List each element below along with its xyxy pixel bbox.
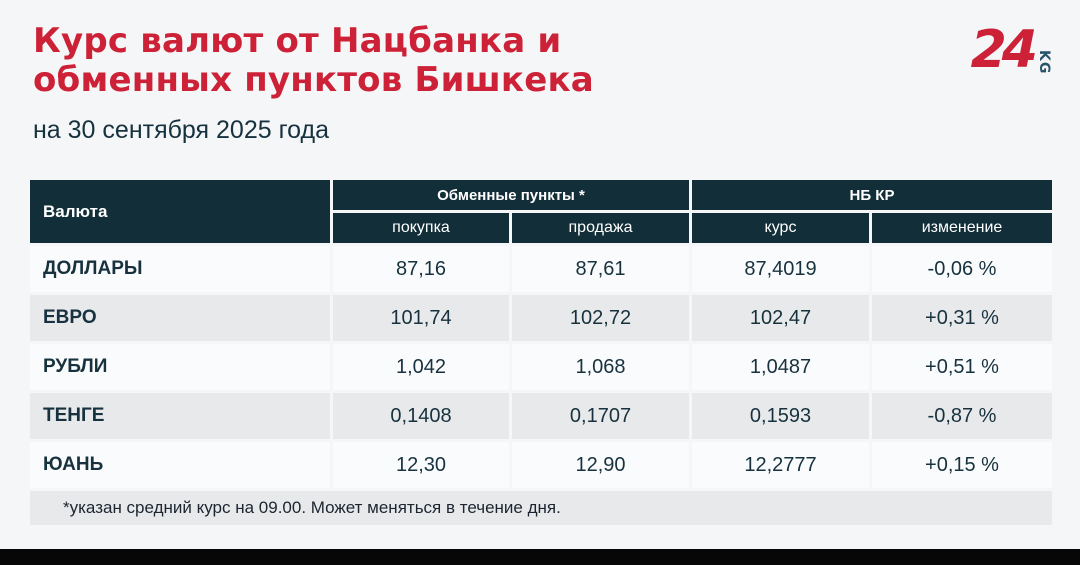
subheader-change: изменение [872, 213, 1052, 243]
table-row-dollars-rate: 87,4019 [692, 246, 869, 292]
table-row-yuan-currency: ЮАНЬ [30, 442, 330, 488]
table-row-tenge-buy: 0,1408 [333, 393, 509, 439]
table-footnote: *указан средний курс на 09.00. Может мен… [30, 491, 1052, 525]
table-row-euro-currency: ЕВРО [30, 295, 330, 341]
table-row-euro-rate: 102,47 [692, 295, 869, 341]
table-row-dollars-currency: ДОЛЛАРЫ [30, 246, 330, 292]
logo-24-icon: 24 [970, 20, 1038, 80]
column-header-currency: Валюта [30, 180, 330, 243]
logo-kg-label: KG [1036, 49, 1052, 74]
currency-rates-table: Валюта Обменные пункты * НБ КР покупка п… [30, 180, 1052, 488]
group-header-nbkr: НБ КР [692, 180, 1052, 210]
table-row-euro-change: +0,31 % [872, 295, 1052, 341]
table-row-dollars-sell: 87,61 [512, 246, 689, 292]
table-row-rubles-change: +0,51 % [872, 344, 1052, 390]
page-title-line2: обменных пунктов Бишкека [33, 60, 594, 100]
subheader-rate: курс [692, 213, 869, 243]
table-row-tenge-rate: 0,1593 [692, 393, 869, 439]
table-row-yuan-sell: 12,90 [512, 442, 689, 488]
table-row-dollars-change: -0,06 % [872, 246, 1052, 292]
date-subtitle: на 30 сентября 2025 года [33, 116, 330, 144]
table-row-euro-buy: 101,74 [333, 295, 509, 341]
table-row-rubles-currency: РУБЛИ [30, 344, 330, 390]
group-header-exchange-offices: Обменные пункты * [333, 180, 689, 210]
subheader-buy: покупка [333, 213, 509, 243]
table-row-yuan-rate: 12,2777 [692, 442, 869, 488]
table-row-rubles-rate: 1,0487 [692, 344, 869, 390]
table-row-rubles-sell: 1,068 [512, 344, 689, 390]
table-row-yuan-buy: 12,30 [333, 442, 509, 488]
table-row-tenge-sell: 0,1707 [512, 393, 689, 439]
bottom-black-bar [0, 549, 1080, 565]
table-row-tenge-change: -0,87 % [872, 393, 1052, 439]
table-row-yuan-change: +0,15 % [872, 442, 1052, 488]
logo-24kg: 24 KG [971, 24, 1052, 76]
subheader-sell: продажа [512, 213, 689, 243]
table-row-euro-sell: 102,72 [512, 295, 689, 341]
table-row-dollars-buy: 87,16 [333, 246, 509, 292]
page-title-line1: Курс валют от Нацбанка и [33, 21, 562, 61]
page-title: Курс валют от Нацбанка и обменных пункто… [33, 22, 594, 100]
table-row-rubles-buy: 1,042 [333, 344, 509, 390]
table-row-tenge-currency: ТЕНГЕ [30, 393, 330, 439]
